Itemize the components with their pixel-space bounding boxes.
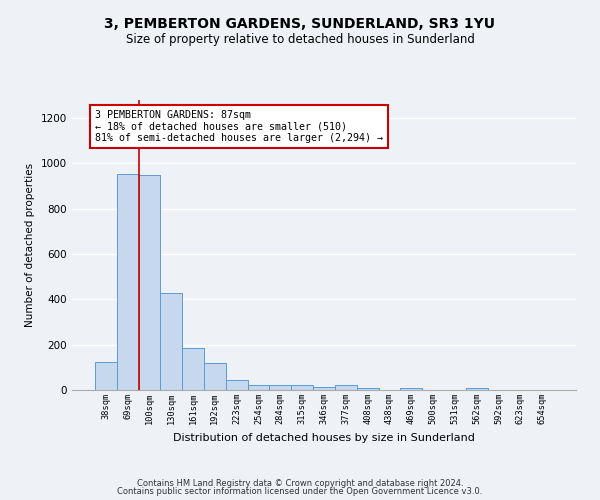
Bar	[182, 348, 204, 390]
Text: 3 PEMBERTON GARDENS: 87sqm
← 18% of detached houses are smaller (510)
81% of sem: 3 PEMBERTON GARDENS: 87sqm ← 18% of deta…	[95, 110, 383, 144]
Bar	[269, 386, 291, 390]
Bar	[226, 380, 248, 390]
Text: Contains public sector information licensed under the Open Government Licence v3: Contains public sector information licen…	[118, 487, 482, 496]
Text: Size of property relative to detached houses in Sunderland: Size of property relative to detached ho…	[125, 32, 475, 46]
Bar	[139, 175, 160, 390]
Text: 3, PEMBERTON GARDENS, SUNDERLAND, SR3 1YU: 3, PEMBERTON GARDENS, SUNDERLAND, SR3 1Y…	[104, 18, 496, 32]
Text: Contains HM Land Registry data © Crown copyright and database right 2024.: Contains HM Land Registry data © Crown c…	[137, 478, 463, 488]
Bar	[291, 386, 313, 390]
Bar	[95, 362, 117, 390]
Bar	[204, 363, 226, 390]
Bar	[313, 386, 335, 390]
Bar	[400, 388, 422, 390]
X-axis label: Distribution of detached houses by size in Sunderland: Distribution of detached houses by size …	[173, 432, 475, 442]
Bar	[160, 292, 182, 390]
Y-axis label: Number of detached properties: Number of detached properties	[25, 163, 35, 327]
Bar	[248, 386, 269, 390]
Bar	[335, 386, 357, 390]
Bar	[466, 388, 488, 390]
Bar	[117, 174, 139, 390]
Bar	[357, 388, 379, 390]
